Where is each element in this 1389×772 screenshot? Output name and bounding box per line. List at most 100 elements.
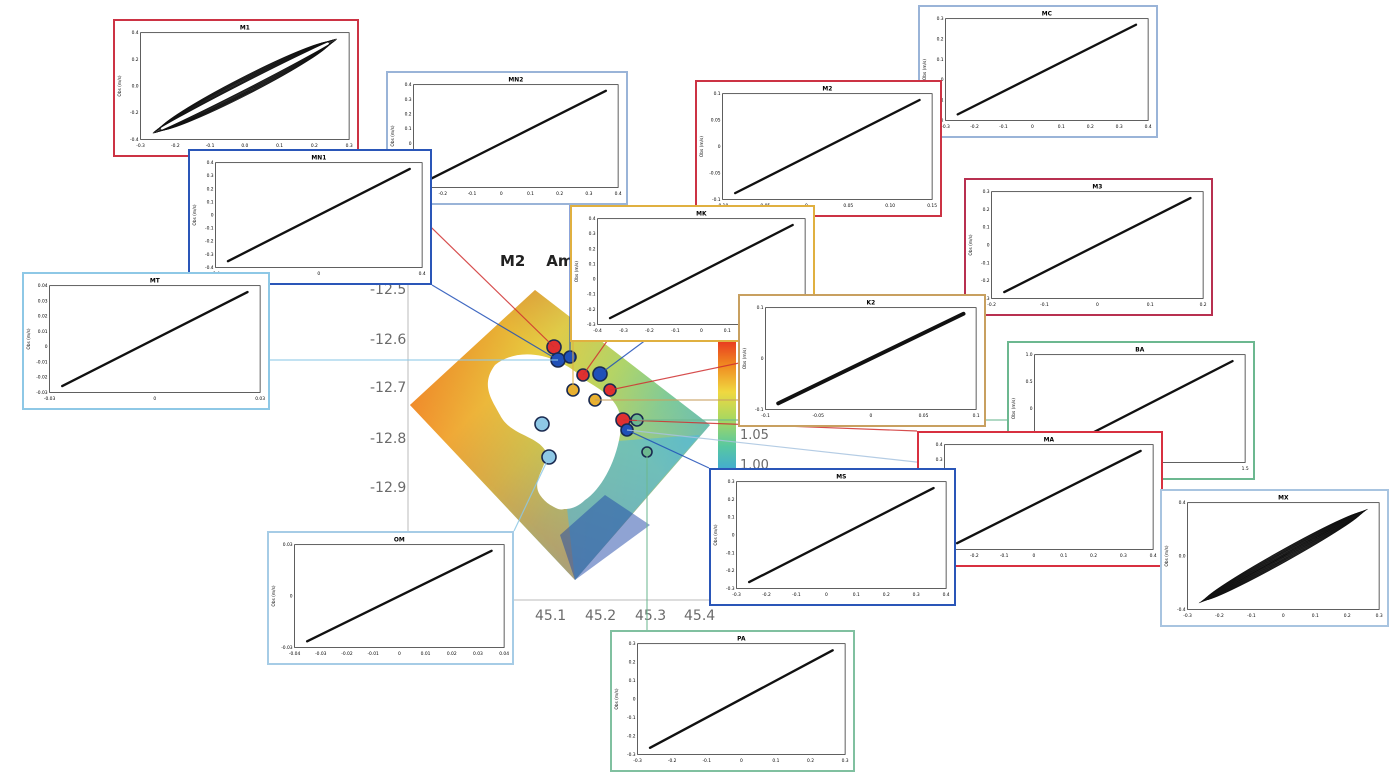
inset-ytick: 0.3	[629, 641, 636, 647]
inset-ytick: 0.1	[757, 305, 764, 311]
inset-ytick: -0.3	[205, 252, 214, 258]
inset-title: OM	[394, 538, 405, 544]
inset-ytick: 0.4	[936, 442, 943, 448]
inset-ytick: 0	[290, 594, 293, 600]
inset-data-line	[956, 23, 1138, 116]
inset-xtick: -0.3	[1183, 613, 1192, 619]
inset-xtick: -0.03	[315, 651, 327, 657]
inset-ytick: 0	[761, 356, 764, 362]
inset-xtick: -0.1	[671, 328, 680, 334]
inset-xtick: 0	[869, 413, 872, 419]
inset-ytick: -0.1	[755, 407, 764, 413]
inset-ytick: 0	[593, 277, 596, 283]
inset-data-line	[955, 449, 1142, 545]
inset-data-line	[424, 89, 608, 183]
inset-xtick: 0.3	[842, 758, 849, 764]
inset-ylabel: Obs (m/s)	[1164, 545, 1170, 566]
inset-ytick: 0	[409, 141, 412, 147]
inset-xtick: -0.1	[1000, 553, 1009, 559]
inset-ytick: 0	[633, 697, 636, 703]
inset-plot-m2: M2 Obs (m/s) -0.1 0 -0.05 0 0.05 0.10 0.15 0.1 0.0…	[695, 80, 942, 217]
inset-title: MN2	[508, 78, 523, 84]
inset-ytick: 0.3	[937, 16, 944, 22]
inset-xtick: 0.03	[473, 651, 483, 657]
inset-xtick: -0.3	[732, 592, 741, 598]
inset-ytick: 0.3	[728, 479, 735, 485]
inset-xtick: 0.1	[1147, 302, 1154, 308]
inset-xtick: 0	[398, 651, 401, 657]
inset-plot-m1: M1 Obs (m/s) -0.3 -0.2 -0.1 0.0 0.1 0.2 0.3 0.4 0.…	[113, 19, 359, 157]
amplitude-field	[410, 290, 710, 580]
inset-data-line	[305, 549, 493, 643]
inset-xtick: 0	[1033, 553, 1036, 559]
inset-xtick: 0	[1096, 302, 1099, 308]
inset-xtick: 0.01	[421, 651, 431, 657]
inset-title: MK	[696, 212, 707, 218]
inset-data-line	[1003, 196, 1192, 294]
inset-xtick: -0.2	[987, 302, 996, 308]
map-title-constituent: M2	[500, 252, 526, 270]
inset-ytick: 0.01	[38, 329, 48, 335]
inset-ytick: 0.4	[207, 160, 214, 166]
inset-title: MN1	[311, 156, 326, 162]
inset-ytick: 0.3	[983, 189, 990, 195]
inset-ytick: -0.2	[205, 239, 214, 245]
inset-plot-pa: PA Obs (m/s) -0.3 -0.2 -0.1 0 0.1 0.2 0.3 0.3 0.2 0…	[610, 630, 855, 772]
inset-ytick: 0.1	[629, 678, 636, 684]
inset-ytick: 0.03	[38, 298, 48, 304]
inset-xtick: -0.2	[1215, 613, 1224, 619]
inset-xtick: 0.02	[447, 651, 457, 657]
inset-xtick: 0.2	[311, 143, 318, 149]
inset-xtick: -0.04	[289, 651, 301, 657]
inset-ylabel: Obs (m/s)	[192, 204, 198, 225]
inset-xtick: -0.3	[136, 143, 145, 149]
inset-xtick: 0.1	[1058, 124, 1065, 130]
lat-tick: -12.6	[370, 332, 407, 348]
inset-xtick: 0.3	[1116, 124, 1123, 130]
inset-data-line	[733, 98, 921, 195]
inset-xtick: 0.1	[1060, 553, 1067, 559]
station-marker	[534, 416, 550, 432]
inset-ytick: 0	[45, 344, 48, 350]
inset-title: M3	[1092, 185, 1102, 191]
inset-ytick: 0.0	[1179, 554, 1186, 560]
inset-xtick: 0.4	[1150, 553, 1157, 559]
inset-xtick: -0.2	[970, 553, 979, 559]
inset-ytick: -0.1	[627, 715, 636, 721]
inset-ytick: 0	[1030, 406, 1033, 412]
inset-data-line	[747, 486, 935, 584]
inset-title: BA	[1135, 348, 1145, 354]
inset-xtick: 0	[740, 758, 743, 764]
inset-xtick: -0.3	[633, 758, 642, 764]
inset-ytick: -0.3	[587, 322, 596, 328]
inset-data-ellipse	[1198, 508, 1369, 604]
lon-tick: 45.3	[635, 608, 667, 624]
inset-xtick: 0.2	[1344, 613, 1351, 619]
inset-ytick: 0.3	[207, 173, 214, 179]
inset-xtick: 0	[825, 592, 828, 598]
inset-xtick: 0.4	[943, 592, 950, 598]
inset-ylabel: Obs (m/s)	[922, 59, 928, 80]
inset-xtick: -0.2	[668, 758, 677, 764]
inset-xtick: 0	[700, 328, 703, 334]
inset-xtick: -0.1	[206, 143, 215, 149]
inset-plot-mc: MC Obs (m/s) -0.3 -0.2 -0.1 0 0.1 0.2 0.3 0.4 0.3 0…	[918, 5, 1158, 138]
leader-line	[431, 284, 559, 361]
inset-plot-mt: MT Obs (m/s) -0.03 0 0.03 0.04 0.03 0.02 0.01 0 -0…	[22, 272, 270, 410]
inset-xtick: 0.2	[1200, 302, 1207, 308]
inset-xtick: 0.2	[883, 592, 890, 598]
inset-ytick: 0.2	[983, 207, 990, 213]
inset-ytick: 0	[987, 243, 990, 249]
inset-xtick: -0.01	[367, 651, 379, 657]
inset-xtick: 0.1	[1312, 613, 1319, 619]
inset-xtick: 0.1	[724, 328, 731, 334]
inset-ytick: 0.2	[405, 112, 412, 118]
inset-ytick: 0.2	[207, 186, 214, 192]
inset-xtick: 0.05	[843, 203, 853, 209]
inset-xtick: 0.2	[556, 191, 563, 197]
inset-ytick: -0.03	[281, 645, 293, 651]
inset-ylabel: Obs (m/s)	[968, 234, 974, 255]
inset-plot-mx: MX Obs (m/s) -0.3 -0.2 -0.1 0 0.1 0.2 0.3 0.4 0.0 -…	[1160, 489, 1389, 627]
inset-xtick: 0.3	[346, 143, 353, 149]
